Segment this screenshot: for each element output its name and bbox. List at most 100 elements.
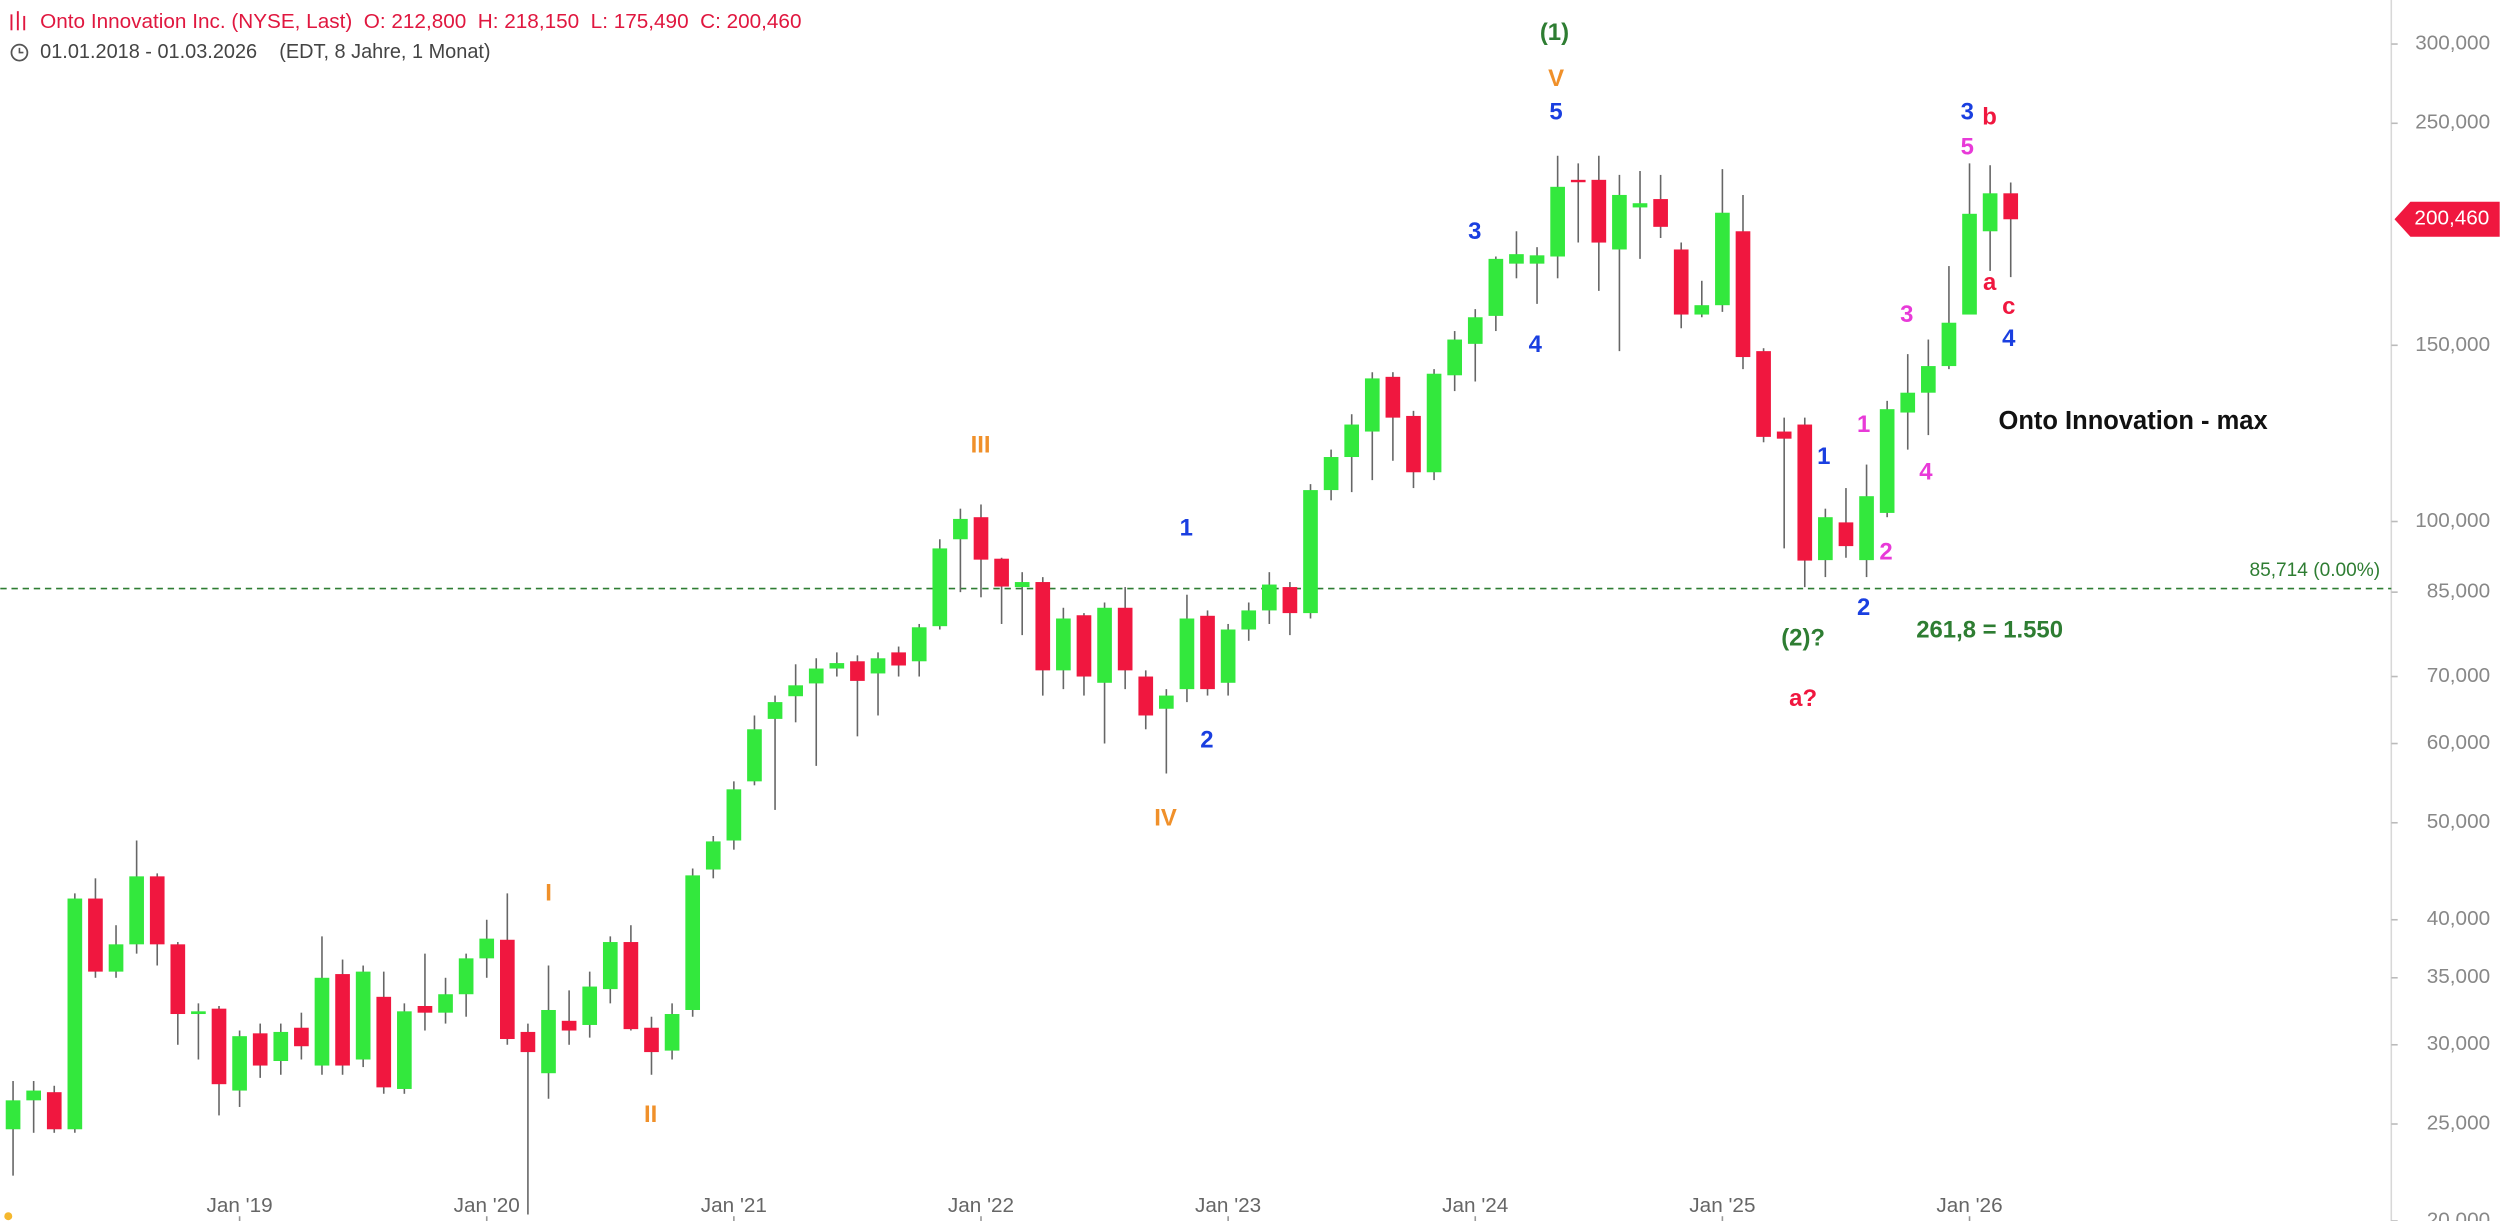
candle-body [1673,249,1689,315]
wave-label: 3 [1961,98,1974,125]
candle-body [1035,582,1051,671]
candle-body [541,1009,556,1074]
candle-body [1056,618,1071,671]
candle-body [623,942,639,1030]
candle-body [932,548,948,627]
candle-body [1097,607,1112,683]
wave-label: 261,8 = 1.550 [1916,617,2063,644]
wave-label: a? [1789,685,1817,712]
candle-body [1982,193,1998,232]
candle-body [1426,373,1442,473]
candle-body [1735,231,1751,358]
x-tick-label: Jan '21 [701,1194,767,1217]
wave-label: (2)? [1781,625,1825,652]
candle-body [1138,676,1154,716]
candle-body [644,1027,659,1053]
candle-body [1344,424,1360,458]
x-tick-label: Jan '22 [948,1194,1014,1217]
candle-body [108,944,124,972]
wave-label: 1 [1180,515,1193,542]
y-tick-label: 100,000 [2415,509,2490,532]
candle-body [1570,179,1586,183]
candle-body [808,668,824,684]
candle-body [953,518,968,540]
candle-body [5,1100,21,1130]
wave-label: 1 [1817,443,1830,470]
candle-body [1509,254,1524,264]
wave-label: 4 [1919,459,1933,486]
candle-body [850,661,865,681]
candle-body [1591,179,1607,243]
candle-body [726,789,742,841]
wave-label: 3 [1900,301,1913,328]
candle-body [582,986,598,1025]
candle-body [252,1033,268,1066]
candle-body [1776,431,1792,439]
candle-body [397,1011,412,1089]
wave-label: 2 [1857,594,1870,621]
wave-label: 2 [1200,727,1213,754]
wave-label: 1 [1857,411,1870,438]
x-tick-label: Jan '25 [1689,1194,1755,1217]
candle-body [417,1005,433,1013]
wave-label: III [971,432,991,459]
y-tick-label: 70,000 [2427,664,2490,687]
header-icon [10,11,26,31]
candle-body [1632,203,1648,208]
candle-body [46,1092,62,1130]
candle-body [561,1020,577,1031]
candle-body [1694,305,1710,315]
candle-body [747,729,762,782]
y-tick-label: 85,000 [2427,580,2490,603]
candle-body [273,1031,289,1062]
candle-body [2003,193,2019,220]
candle-body [973,517,989,560]
candle-body [1323,457,1339,491]
candle-body [1200,615,1215,690]
candle-body [1385,376,1401,418]
candle-body [1859,496,1874,561]
y-tick-label: 20,000 [2427,1208,2490,1221]
clock-hand [18,47,24,54]
wave-label: (1) [1540,19,1569,46]
candle-body [355,971,371,1060]
x-tick-label: Jan '23 [1195,1194,1261,1217]
candle-body [376,996,392,1088]
wave-label: V [1548,65,1564,92]
wave-label: 2 [1879,538,1892,565]
y-tick-label: 30,000 [2427,1032,2490,1055]
candle-body [1364,378,1380,432]
retracement-label: 85,714 (0.00%) [2249,560,2380,581]
candle-body [1756,351,1771,437]
candle-body [911,627,927,662]
candle-body [1838,522,1854,547]
last-price-label: 200,460 [2414,207,2489,230]
candle-body [1261,584,1277,611]
candle-body [170,944,186,1015]
wave-label: I [545,880,552,907]
candle-body [788,685,803,697]
candle-body [211,1008,227,1085]
candle-body [1715,212,1730,306]
wave-label: Onto Innovation - max [1998,407,2267,435]
candle-body [1900,392,1916,413]
x-tick-label: Jan '24 [1442,1194,1508,1217]
y-tick-label: 60,000 [2427,731,2490,754]
candle-body [1612,194,1627,250]
candle-body [1241,610,1257,630]
candle-body [458,958,474,995]
x-tick-label: Jan '19 [207,1194,273,1217]
candle-body [129,876,144,945]
candle-body [1282,587,1298,614]
instrument-title: Onto Innovation Inc. (NYSE, Last) O: 212… [40,10,801,33]
clock-icon [10,43,29,62]
last-price-tag [2394,201,2500,237]
candle-body [1303,490,1318,614]
candle-body [829,663,845,669]
candle-body [520,1031,536,1053]
candle-body [891,652,906,666]
candle-body [191,1011,206,1015]
candle-body [1818,517,1833,561]
candle-body [88,898,103,972]
y-tick-label: 35,000 [2427,965,2490,988]
